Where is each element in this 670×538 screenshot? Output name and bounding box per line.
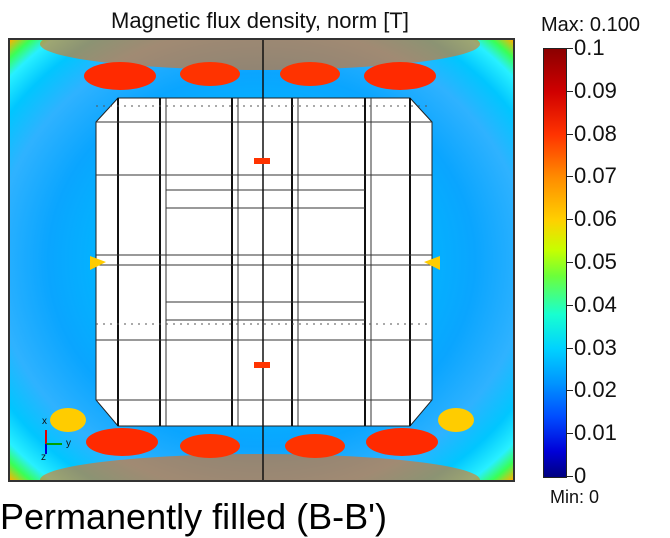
axis-x-label: x (42, 416, 47, 427)
colorbar-tick (567, 176, 573, 178)
colorbar-max-label: Max: 0.100 (541, 14, 640, 36)
colorbar-tick-label: 0.1 (574, 35, 605, 60)
colorbar-tick (567, 262, 573, 263)
colorbar-tick-label: 0.01 (574, 420, 617, 446)
colorbar-tick-label: 0.07 (574, 163, 617, 189)
colorbar-tick-label: 0.05 (574, 249, 617, 274)
colorbar-tick-label: 0.04 (574, 291, 617, 317)
plot-title: Magnetic flux density, norm [T] (111, 8, 409, 33)
axis-y-label: y (66, 438, 71, 449)
slide-caption: Permanently filled (B-B') (0, 496, 387, 537)
colorbar-tick-label: 0.09 (574, 77, 617, 103)
colorbar (543, 48, 567, 478)
colorbar-tick-label: 0.03 (574, 334, 617, 360)
colorbar-tick (567, 219, 573, 221)
colorbar-tick-label: 0.06 (574, 206, 617, 232)
colorbar-tick (567, 476, 573, 477)
colorbar-tick-label: 0.02 (574, 377, 617, 403)
field-plot[interactable]: x y z (8, 38, 515, 482)
field-geometry (40, 40, 480, 480)
colorbar-min-label: Min: 0 (550, 487, 600, 507)
colorbar-tick (567, 48, 573, 49)
axis-z-label: z (41, 452, 46, 463)
colorbar-tick (567, 133, 573, 135)
colorbar-tick (567, 304, 573, 306)
colorbar-tick-label: 0 (574, 463, 587, 488)
colorbar-tick (567, 433, 573, 435)
colorbar-tick (567, 90, 573, 92)
colorbar-tick-label: 0.08 (574, 120, 617, 146)
colorbar-tick (567, 390, 573, 392)
colorbar-tick (567, 347, 573, 349)
